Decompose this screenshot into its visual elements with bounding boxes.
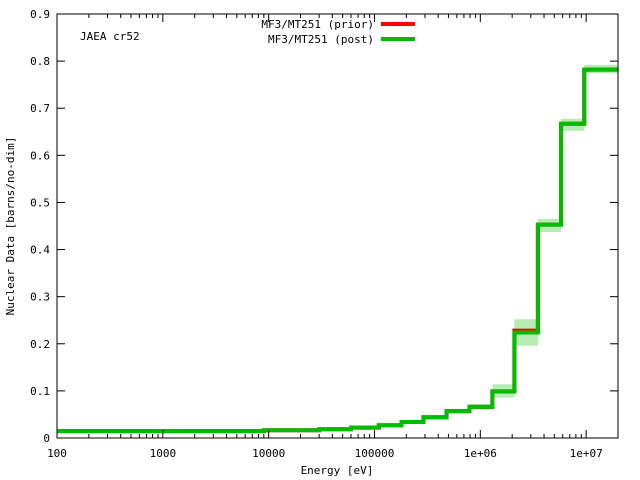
y-tick-label: 0.7 <box>30 102 50 115</box>
legend-label: MF3/MT251 (prior) <box>261 18 374 31</box>
y-tick-label: 0.1 <box>30 385 50 398</box>
x-tick-label: 1000 <box>150 447 177 460</box>
x-axis-label: Energy [eV] <box>301 464 374 477</box>
series-line-prior <box>57 67 618 434</box>
legend: MF3/MT251 (prior) MF3/MT251 (post) <box>261 18 415 46</box>
y-tick-label: 0.2 <box>30 338 50 351</box>
x-tick-label: 10000 <box>252 447 285 460</box>
y-tick-label: 0 <box>43 432 50 445</box>
y-tick-label: 0.5 <box>30 196 50 209</box>
y-tick-label: 0.3 <box>30 291 50 304</box>
uncertainty-bands <box>57 64 618 432</box>
x-tick-label: 1e+07 <box>570 447 603 460</box>
plot-frame <box>56 13 619 439</box>
series-line-post <box>57 67 618 434</box>
y-tick-label: 0.6 <box>30 149 50 162</box>
y-axis-label: Nuclear Data [barns/no-dim] <box>4 137 17 316</box>
legend-label: MF3/MT251 (post) <box>268 33 374 46</box>
y-tick-label: 0.4 <box>30 244 50 257</box>
x-tick-labels: 100 1000 10000 100000 1e+06 1e+07 <box>47 447 603 460</box>
x-tick-label: 1e+06 <box>464 447 497 460</box>
x-tick-label: 100000 <box>355 447 395 460</box>
y-tick-labels: 0 0.1 0.2 0.3 0.4 0.5 0.6 0.7 0.8 0.9 <box>30 8 50 445</box>
series-lines <box>57 67 618 434</box>
axis-ticks <box>56 13 619 439</box>
y-tick-label: 0.9 <box>30 8 50 21</box>
annotation-label: JAEA cr52 <box>80 30 140 43</box>
y-tick-label: 0.8 <box>30 55 50 68</box>
x-tick-label: 100 <box>47 447 67 460</box>
